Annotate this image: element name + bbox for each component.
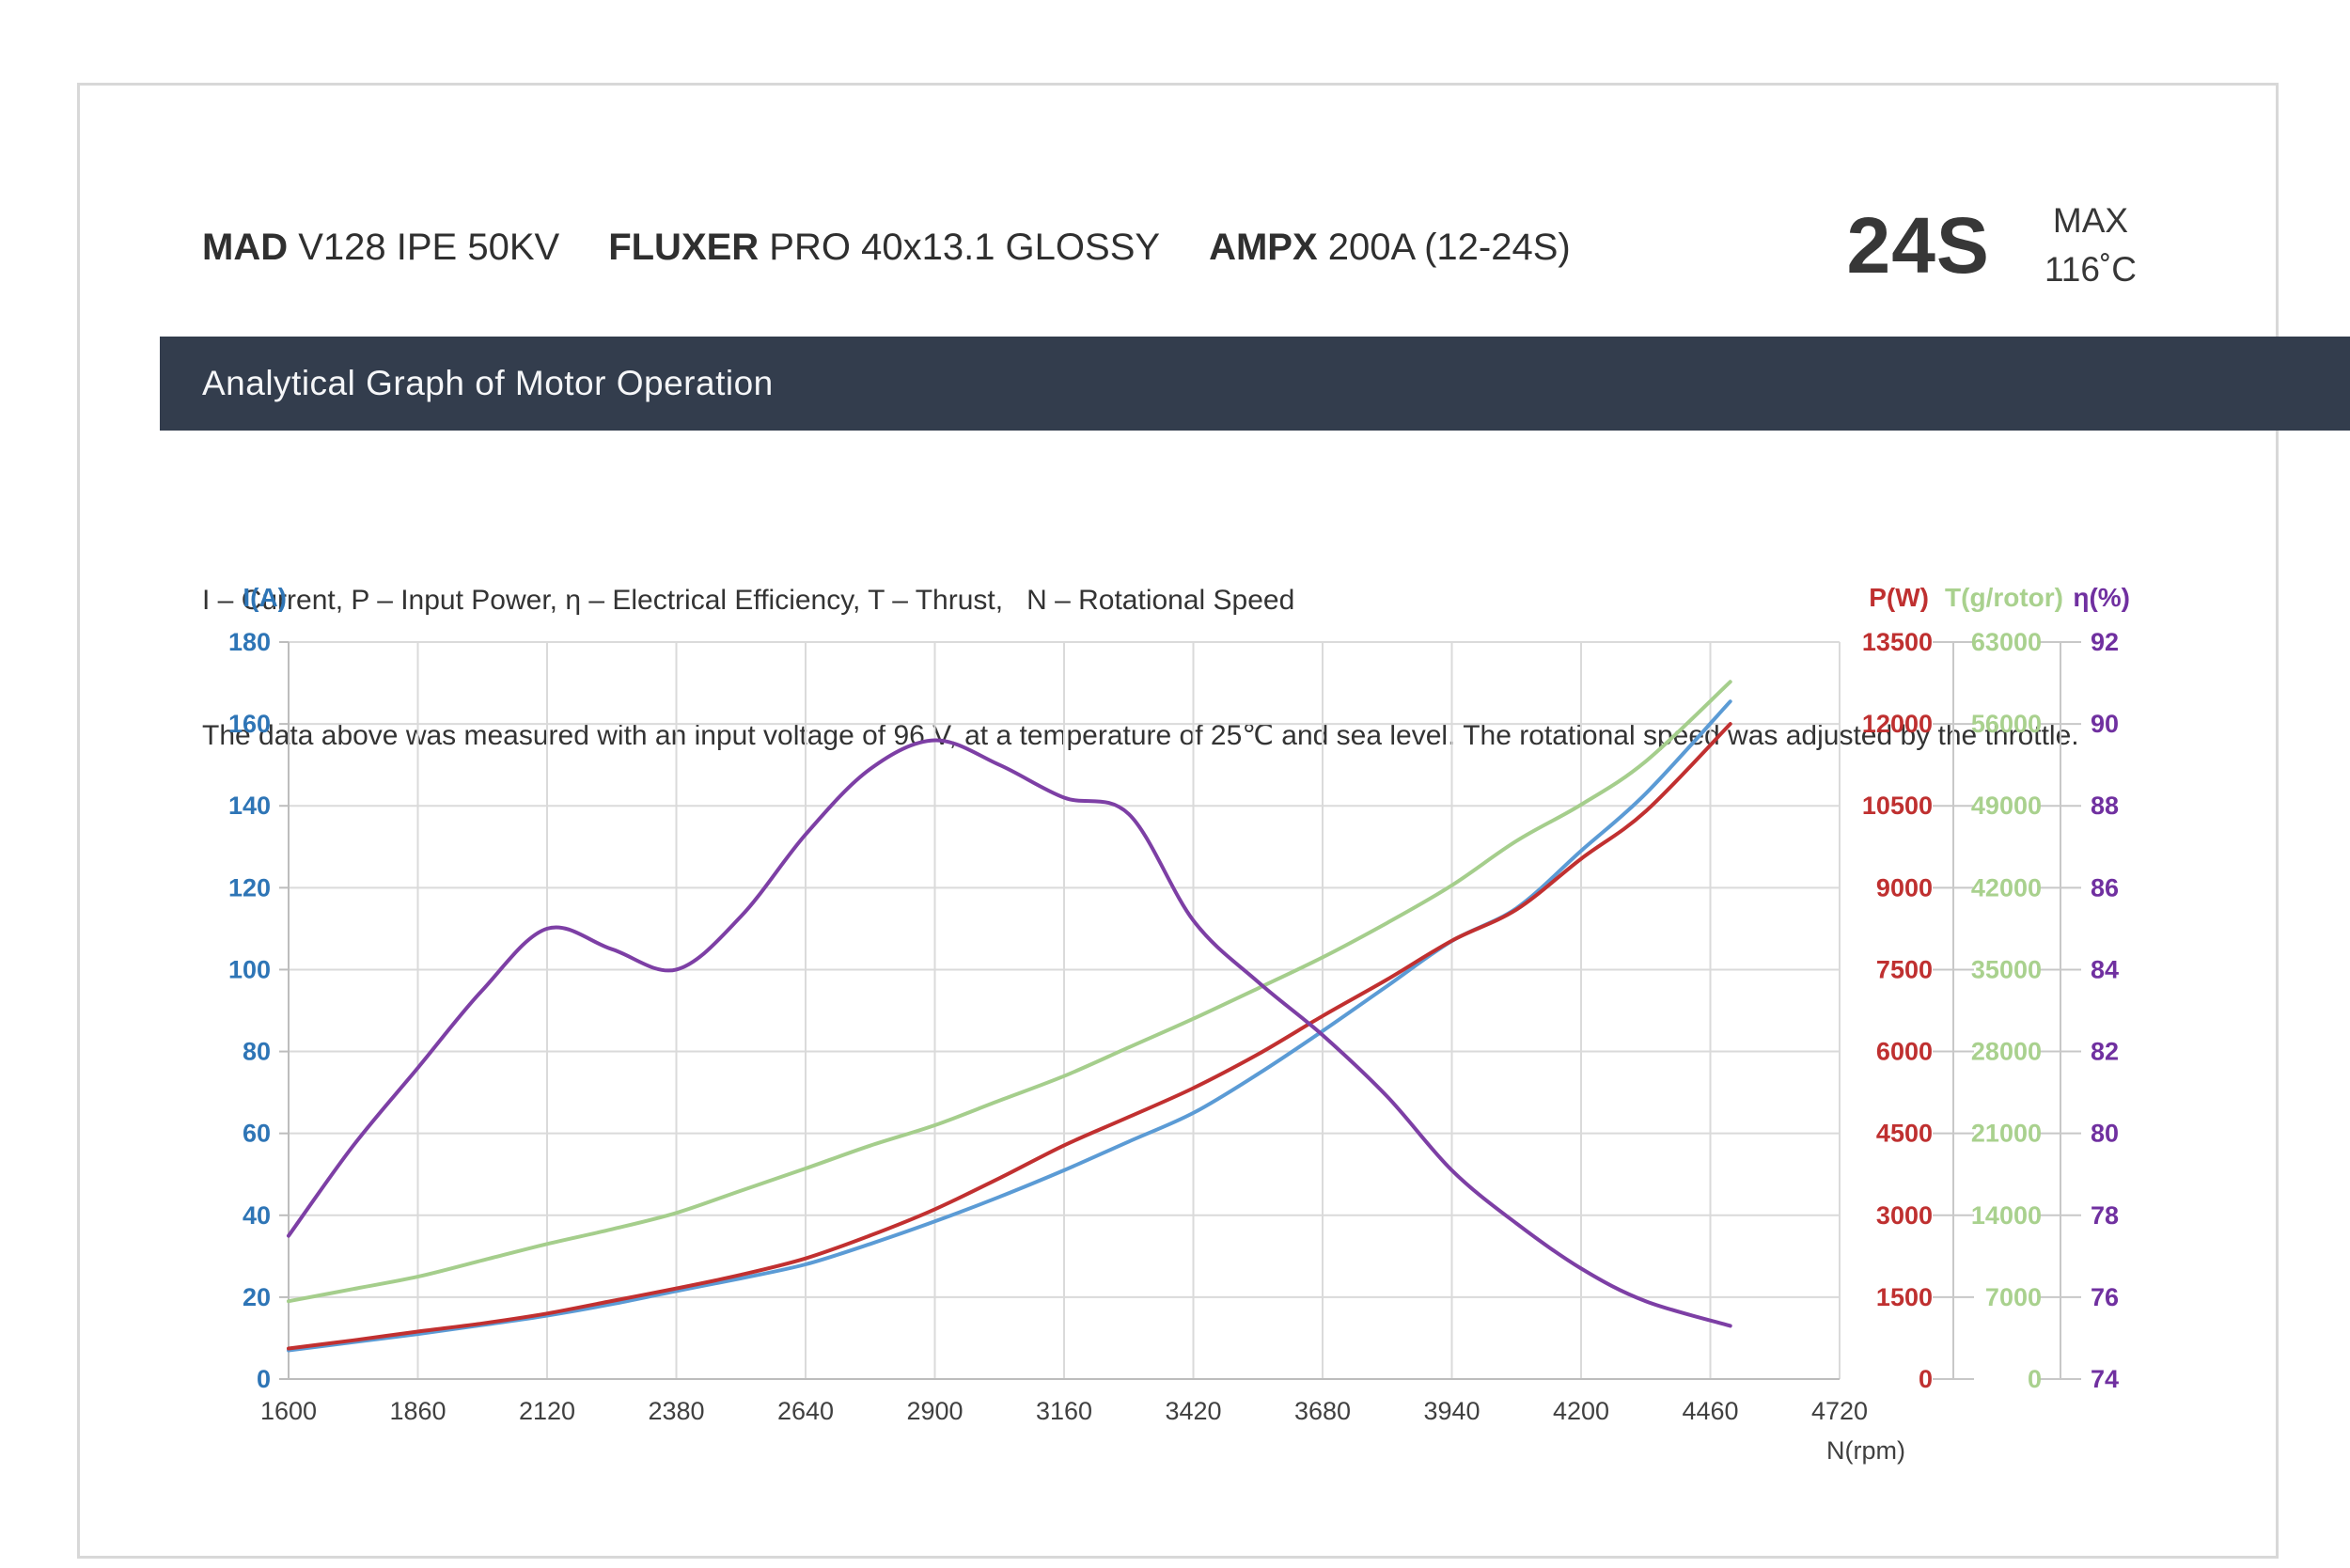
axis-tick-label-T: 0 bbox=[2028, 1365, 2042, 1393]
rating-group: 24S MAX 116˚C bbox=[1847, 196, 2138, 294]
max-temperature: MAX 116˚C bbox=[2044, 196, 2137, 294]
product-esc: AMPX 200A (12-24S) bbox=[1209, 227, 1571, 269]
x-axis-tick-label: 1600 bbox=[260, 1397, 317, 1425]
axis-tick-label-I: 140 bbox=[228, 792, 271, 820]
axis-tick-label-eta: 78 bbox=[2091, 1201, 2119, 1230]
spec-card: MAD V128 IPE 50KV FLUXER PRO 40x13.1 GLO… bbox=[77, 83, 2350, 1559]
product-propeller: FLUXER PRO 40x13.1 GLOSSY bbox=[608, 227, 1160, 269]
axis-tick-label-I: 100 bbox=[228, 955, 271, 983]
axis-tick-label-eta: 86 bbox=[2091, 873, 2119, 902]
axis-tick-label-eta: 92 bbox=[2091, 628, 2119, 656]
x-axis-tick-label: 4460 bbox=[1682, 1397, 1738, 1425]
x-axis-tick-label: 4200 bbox=[1553, 1397, 1609, 1425]
axis-tick-label-I: 0 bbox=[257, 1365, 271, 1393]
x-axis-tick-label: 2640 bbox=[777, 1397, 834, 1425]
axis-tick-label-eta: 88 bbox=[2091, 792, 2119, 820]
series-line-P bbox=[287, 722, 1732, 1351]
axis-tick-label-I: 40 bbox=[243, 1201, 271, 1230]
x-axis-tick-label: 3940 bbox=[1423, 1397, 1480, 1425]
product-esc-model: 200A (12-24S) bbox=[1317, 227, 1571, 268]
series-line-T bbox=[287, 680, 1732, 1304]
axis-tick-label-I: 180 bbox=[228, 628, 271, 656]
axis-title-I: I(A) bbox=[243, 583, 287, 612]
axis-tick-label-P: 0 bbox=[1919, 1365, 1933, 1393]
section-title: Analytical Graph of Motor Operation bbox=[202, 364, 774, 402]
axis-tick-label-P: 6000 bbox=[1876, 1038, 1933, 1066]
product-motor: MAD V128 IPE 50KV bbox=[202, 227, 559, 269]
axis-tick-label-I: 80 bbox=[243, 1038, 271, 1066]
x-axis-tick-label: 2380 bbox=[648, 1397, 704, 1425]
x-axis-tick-label: 3420 bbox=[1165, 1397, 1221, 1425]
legend-abbreviations: I – Current, P – Input Power, η – Electr… bbox=[202, 585, 1295, 616]
product-propeller-brand: FLUXER bbox=[608, 227, 760, 268]
axis-tick-label-T: 56000 bbox=[1971, 710, 2042, 738]
product-motor-brand: MAD bbox=[202, 227, 289, 268]
axis-title-T: T(g/rotor) bbox=[1945, 583, 2063, 612]
x-axis-tick-label: 2120 bbox=[519, 1397, 575, 1425]
axis-title-P: P(W) bbox=[1869, 583, 1929, 612]
axis-tick-label-I: 60 bbox=[243, 1120, 271, 1148]
axis-tick-label-T: 49000 bbox=[1971, 792, 2042, 820]
max-temp-value: 116˚C bbox=[2044, 250, 2137, 289]
product-titles: MAD V128 IPE 50KV FLUXER PRO 40x13.1 GLO… bbox=[202, 227, 1571, 269]
axis-tick-label-T: 63000 bbox=[1971, 628, 2042, 656]
axis-tick-label-T: 7000 bbox=[1985, 1283, 2042, 1311]
x-axis-tick-label: 3160 bbox=[1036, 1397, 1092, 1425]
axis-tick-label-eta: 74 bbox=[2091, 1365, 2119, 1393]
axis-tick-label-eta: 76 bbox=[2091, 1283, 2119, 1311]
product-propeller-model: PRO 40x13.1 GLOSSY bbox=[759, 227, 1161, 268]
product-motor-model: V128 IPE 50KV bbox=[288, 227, 560, 268]
axis-tick-label-P: 12000 bbox=[1862, 710, 1933, 738]
series-line-eta bbox=[287, 738, 1732, 1328]
section-header-bar: Analytical Graph of Motor Operation bbox=[160, 337, 2350, 431]
axis-tick-label-eta: 84 bbox=[2091, 955, 2119, 983]
axis-tick-label-T: 14000 bbox=[1971, 1201, 2042, 1230]
axis-tick-label-P: 10500 bbox=[1862, 792, 1933, 820]
axis-tick-label-T: 35000 bbox=[1971, 955, 2042, 983]
product-esc-brand: AMPX bbox=[1209, 227, 1318, 268]
axis-tick-label-eta: 90 bbox=[2091, 710, 2119, 738]
axis-title-eta: η(%) bbox=[2073, 583, 2130, 612]
x-axis-title: N(rpm) bbox=[1826, 1436, 1905, 1465]
axis-tick-label-P: 3000 bbox=[1876, 1201, 1933, 1230]
battery-rating: 24S bbox=[1846, 200, 1990, 290]
axis-tick-label-P: 9000 bbox=[1876, 873, 1933, 902]
axis-tick-label-P: 4500 bbox=[1876, 1120, 1933, 1148]
axis-tick-label-P: 13500 bbox=[1862, 628, 1933, 656]
axis-tick-label-I: 160 bbox=[228, 710, 271, 738]
axis-tick-label-P: 1500 bbox=[1876, 1283, 1933, 1311]
axis-tick-label-eta: 82 bbox=[2091, 1038, 2119, 1066]
x-axis-tick-label: 1860 bbox=[389, 1397, 446, 1425]
axis-tick-label-T: 28000 bbox=[1971, 1038, 2042, 1066]
axis-tick-label-eta: 80 bbox=[2091, 1120, 2119, 1148]
axis-tick-label-I: 20 bbox=[243, 1283, 271, 1311]
axis-tick-label-T: 21000 bbox=[1971, 1120, 2042, 1148]
axis-tick-label-I: 120 bbox=[228, 873, 271, 902]
max-label: MAX bbox=[2052, 201, 2129, 240]
axis-tick-label-P: 7500 bbox=[1876, 955, 1933, 983]
x-axis-tick-label: 3680 bbox=[1294, 1397, 1351, 1425]
x-axis-tick-label: 4720 bbox=[1811, 1397, 1868, 1425]
x-axis-tick-label: 2900 bbox=[906, 1397, 963, 1425]
axis-tick-label-T: 42000 bbox=[1971, 873, 2042, 902]
